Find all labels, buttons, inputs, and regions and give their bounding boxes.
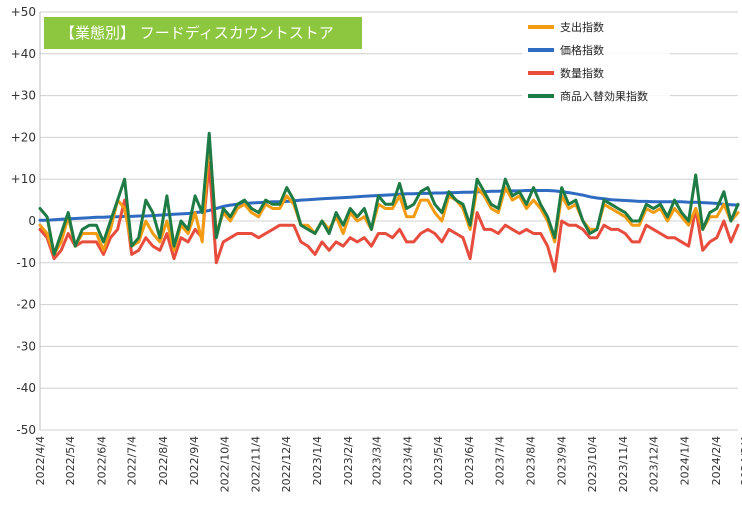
y-tick-label: +10 (11, 172, 36, 186)
y-axis-ticks: +50 +40 +30 +20 +10 0 -10 -20 -30 -40 -50 (11, 5, 36, 437)
x-tick-label: 2024/1/4 (679, 436, 692, 485)
x-tick-label: 2022/7/4 (126, 436, 139, 485)
x-tick-label: 2023/8/4 (525, 436, 538, 485)
x-tick-label: 2023/5/4 (432, 436, 445, 485)
x-tick-label: 2023/12/4 (647, 436, 660, 492)
x-tick-label: 2023/7/4 (493, 436, 506, 485)
y-tick-label: +30 (11, 89, 36, 103)
chart-title: 【業態別】 フードディスカウントストア (44, 17, 362, 49)
x-tick-label: 2023/4/4 (402, 436, 415, 485)
chart-title-background (44, 17, 362, 49)
x-tick-label: 2022/5/4 (64, 436, 77, 485)
x-tick-label: 2022/9/4 (188, 436, 201, 485)
legend-label: 価格指数 (560, 43, 604, 57)
y-tick-label: 0 (28, 214, 36, 228)
x-tick-label: 2023/1/4 (311, 436, 324, 485)
x-tick-label: 2022/10/4 (218, 436, 231, 492)
y-tick-label: -40 (16, 381, 36, 395)
y-tick-label: -50 (16, 423, 36, 437)
x-tick-label: 2022/8/4 (157, 436, 170, 485)
x-tick-label: 2022/11/4 (250, 436, 263, 492)
y-tick-label: +50 (11, 5, 36, 19)
series-line-3 (38, 161, 740, 273)
y-tick-label: -30 (16, 339, 36, 353)
x-tick-label: 2022/6/4 (95, 436, 108, 485)
y-tick-label: +40 (11, 47, 36, 61)
legend-label: 支出指数 (560, 20, 604, 34)
x-tick-label: 2023/3/4 (370, 436, 383, 485)
x-tick-label: 2022/4/4 (34, 436, 47, 485)
y-tick-label: -20 (16, 298, 36, 312)
x-tick-label: 2023/10/4 (586, 436, 599, 492)
series-line-2 (38, 189, 740, 222)
x-tick-label: 2024/3/4 (739, 436, 742, 485)
x-axis-ticks: 2022/4/4 2022/5/4 2022/6/4 2022/7/4 2022/8/4… (34, 436, 742, 492)
legend-label: 数量指数 (560, 66, 604, 80)
x-tick-label: 2023/9/4 (556, 436, 569, 485)
series-line-1 (38, 135, 740, 256)
x-tick-label: 2023/11/4 (617, 436, 630, 492)
x-tick-label: 2024/2/4 (710, 436, 723, 485)
y-tick-label: +20 (11, 130, 36, 144)
series-line-4 (38, 131, 740, 256)
y-tick-label: -10 (16, 256, 36, 270)
series-lines (38, 131, 740, 273)
x-tick-label: 2022/12/4 (280, 436, 293, 492)
x-tick-label: 2023/2/4 (342, 436, 355, 485)
chart-title-text: 【業態別】 フードディスカウントストア (60, 24, 334, 42)
x-tick-label: 2023/6/4 (463, 436, 476, 485)
legend-label: 商品入替効果指数 (560, 89, 648, 103)
